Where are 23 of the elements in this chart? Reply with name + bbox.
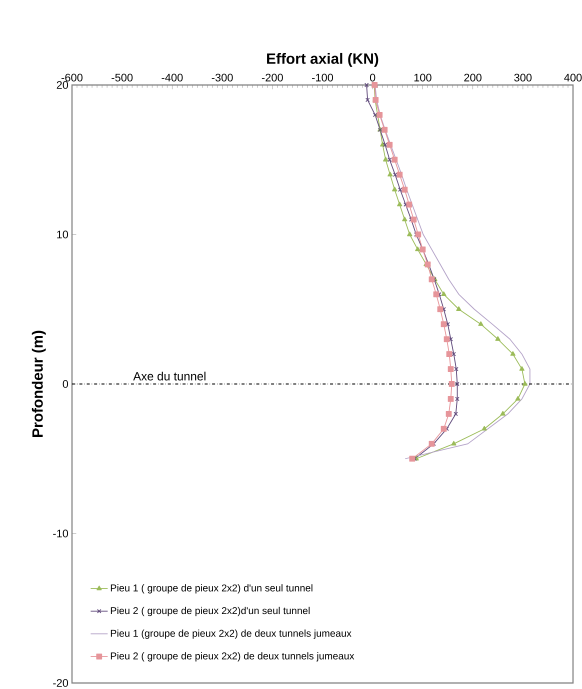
- legend-label: Pieu 2 ( groupe de pieux 2x2) de deux tunnels jumeaux: [110, 652, 354, 662]
- x-tick-label: -500: [112, 74, 133, 82]
- legend-label: Pieu 1 (groupe de pieux 2x2) de deux tunnels jumeaux: [110, 630, 352, 639]
- x-tick-label: -300: [212, 74, 233, 82]
- x-tick-label: 100: [414, 74, 432, 82]
- x-tick-label: 200: [464, 74, 482, 82]
- x-tick-label: -600: [62, 74, 83, 82]
- x-tick-label: -200: [262, 74, 283, 82]
- x-tick-label: -100: [312, 74, 334, 82]
- y-axis-title: Profondeur (m): [32, 330, 46, 437]
- x-tick-label: -400: [162, 74, 183, 82]
- ref-line-label: Axe du tunnel: [133, 372, 206, 380]
- x-axis-title: Effort axial (KN): [267, 52, 378, 67]
- y-tick-label: -20: [53, 679, 68, 687]
- y-tick-label: 10: [57, 230, 68, 238]
- x-tick-label: 300: [514, 74, 532, 82]
- y-tick-label: 20: [56, 81, 68, 89]
- y-tick-label: -10: [53, 530, 68, 538]
- legend-label: Pieu 2 ( groupe de pieux 2x2)d'un seul tunnel: [110, 606, 310, 616]
- y-tick-label: 0: [62, 380, 68, 388]
- legend-label: Pieu 1 ( groupe de pieux 2x2) d'un seul tunnel: [110, 584, 312, 594]
- x-tick-label: 400: [564, 74, 582, 82]
- x-tick-label: 0: [370, 74, 376, 82]
